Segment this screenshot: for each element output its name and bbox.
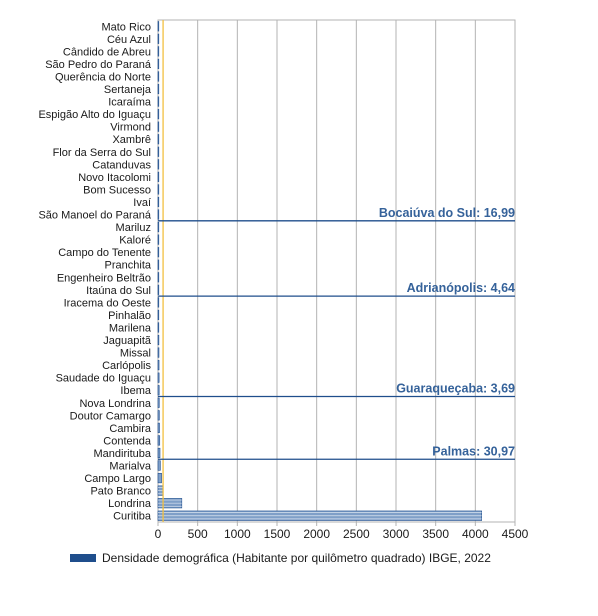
category-label: Carlópolis xyxy=(102,360,151,372)
category-label: São Manoel do Paraná xyxy=(38,210,151,222)
category-label: Flor da Serra do Sul xyxy=(53,147,151,159)
x-tick-label: 1000 xyxy=(224,527,251,541)
annotation-label: Guaraqueçaba: 3,69 xyxy=(396,382,515,396)
bar xyxy=(157,134,160,145)
category-label: Espigão Alto do Iguaçu xyxy=(38,109,151,121)
category-label: Mariluz xyxy=(116,222,151,234)
category-label: Sertaneja xyxy=(104,84,152,96)
bar xyxy=(157,222,160,233)
bar xyxy=(157,309,160,320)
category-label: Campo do Tenente xyxy=(58,247,151,259)
category-label: Cambira xyxy=(109,423,151,435)
category-label: Querência do Norte xyxy=(55,71,151,83)
x-tick-label: 0 xyxy=(155,527,162,541)
bar xyxy=(157,272,160,283)
bar xyxy=(157,184,160,195)
bar xyxy=(157,58,160,70)
category-label: Itaúna do Sul xyxy=(86,285,151,297)
category-label: Engenheiro Beltrão xyxy=(57,272,151,284)
annotations: Bocaiúva do Sul: 16,99 Adrianópolis: 4,64… xyxy=(158,206,515,460)
category-label: Xambrê xyxy=(112,134,151,146)
category-label: Novo Itacolomi xyxy=(78,172,151,184)
bar xyxy=(157,46,160,57)
category-label: Pato Branco xyxy=(90,486,151,498)
bar xyxy=(157,33,160,44)
x-tick-labels: 0 500 1000 1500 2000 2500 3000 3500 4000 4500 xyxy=(155,527,529,541)
category-label: Mandirituba xyxy=(94,448,152,460)
annotation-label: Palmas: 30,97 xyxy=(432,444,515,458)
bar xyxy=(157,334,160,346)
bar xyxy=(157,322,160,333)
bars xyxy=(157,21,482,521)
category-label: São Pedro do Paraná xyxy=(45,59,152,71)
category-label: Ivaí xyxy=(133,197,151,209)
bar xyxy=(157,297,160,308)
category-label: Mato Rico xyxy=(101,21,151,33)
category-label: Londrina xyxy=(108,498,152,510)
category-label: Contenda xyxy=(103,435,152,447)
bar xyxy=(157,171,160,182)
legend-label: Densidade demográfica (Habitante por qui… xyxy=(102,551,491,565)
bar xyxy=(157,385,160,396)
annotation-label: Bocaiúva do Sul: 16,99 xyxy=(379,206,515,220)
bar xyxy=(157,196,160,208)
bar xyxy=(157,472,162,484)
bar xyxy=(157,397,160,408)
category-label: Ibema xyxy=(120,385,151,397)
bar xyxy=(157,247,160,258)
category-label: Icaraíma xyxy=(108,97,152,109)
bar xyxy=(157,259,160,270)
annotation-label: Adrianópolis: 4,64 xyxy=(407,281,515,295)
bar xyxy=(157,435,161,446)
x-tick-label: 3500 xyxy=(422,527,449,541)
bar xyxy=(157,447,161,459)
category-label: Iracema do Oeste xyxy=(64,297,151,309)
bar xyxy=(157,71,160,82)
x-tick-label: 3000 xyxy=(383,527,410,541)
category-label: Cândido de Abreu xyxy=(63,46,151,58)
category-label: Saudade do Iguaçu xyxy=(56,373,151,385)
category-label: Doutor Camargo xyxy=(70,410,151,422)
x-tick-label: 1500 xyxy=(264,527,291,541)
bar xyxy=(157,159,160,170)
bar xyxy=(157,360,160,371)
category-label: Céu Azul xyxy=(107,34,151,46)
x-tick-label: 2500 xyxy=(343,527,370,541)
category-label: Virmond xyxy=(110,122,151,134)
category-label: Pranchita xyxy=(105,260,152,272)
bar xyxy=(157,347,160,358)
bar xyxy=(157,96,160,107)
category-label: Kaloré xyxy=(119,235,151,247)
bar xyxy=(157,21,160,32)
bar xyxy=(157,422,160,433)
bar xyxy=(157,410,160,421)
x-tick-label: 500 xyxy=(188,527,208,541)
category-label: Jaguapitã xyxy=(103,335,152,347)
category-label: Curitiba xyxy=(113,511,152,523)
bar xyxy=(157,83,160,95)
x-tick-label: 2000 xyxy=(303,527,330,541)
category-label: Missal xyxy=(120,348,151,360)
category-label: Marilena xyxy=(109,322,152,334)
category-label: Catanduvas xyxy=(92,159,151,171)
category-label: Campo Largo xyxy=(84,473,151,485)
legend: Densidade demográfica (Habitante por qui… xyxy=(70,551,491,565)
bar xyxy=(157,121,160,132)
bar xyxy=(157,460,161,471)
category-label: Bom Sucesso xyxy=(83,184,151,196)
bar xyxy=(157,109,160,120)
bar xyxy=(157,146,160,157)
category-label: Pinhalão xyxy=(108,310,151,322)
bar xyxy=(157,372,160,383)
bar xyxy=(157,234,160,245)
category-label: Marialva xyxy=(109,461,151,473)
bar xyxy=(157,209,160,220)
legend-swatch xyxy=(70,554,96,562)
bar xyxy=(157,284,160,295)
x-tick-label: 4500 xyxy=(502,527,529,541)
category-label: Nova Londrina xyxy=(79,398,151,410)
x-tick-label: 4000 xyxy=(462,527,489,541)
